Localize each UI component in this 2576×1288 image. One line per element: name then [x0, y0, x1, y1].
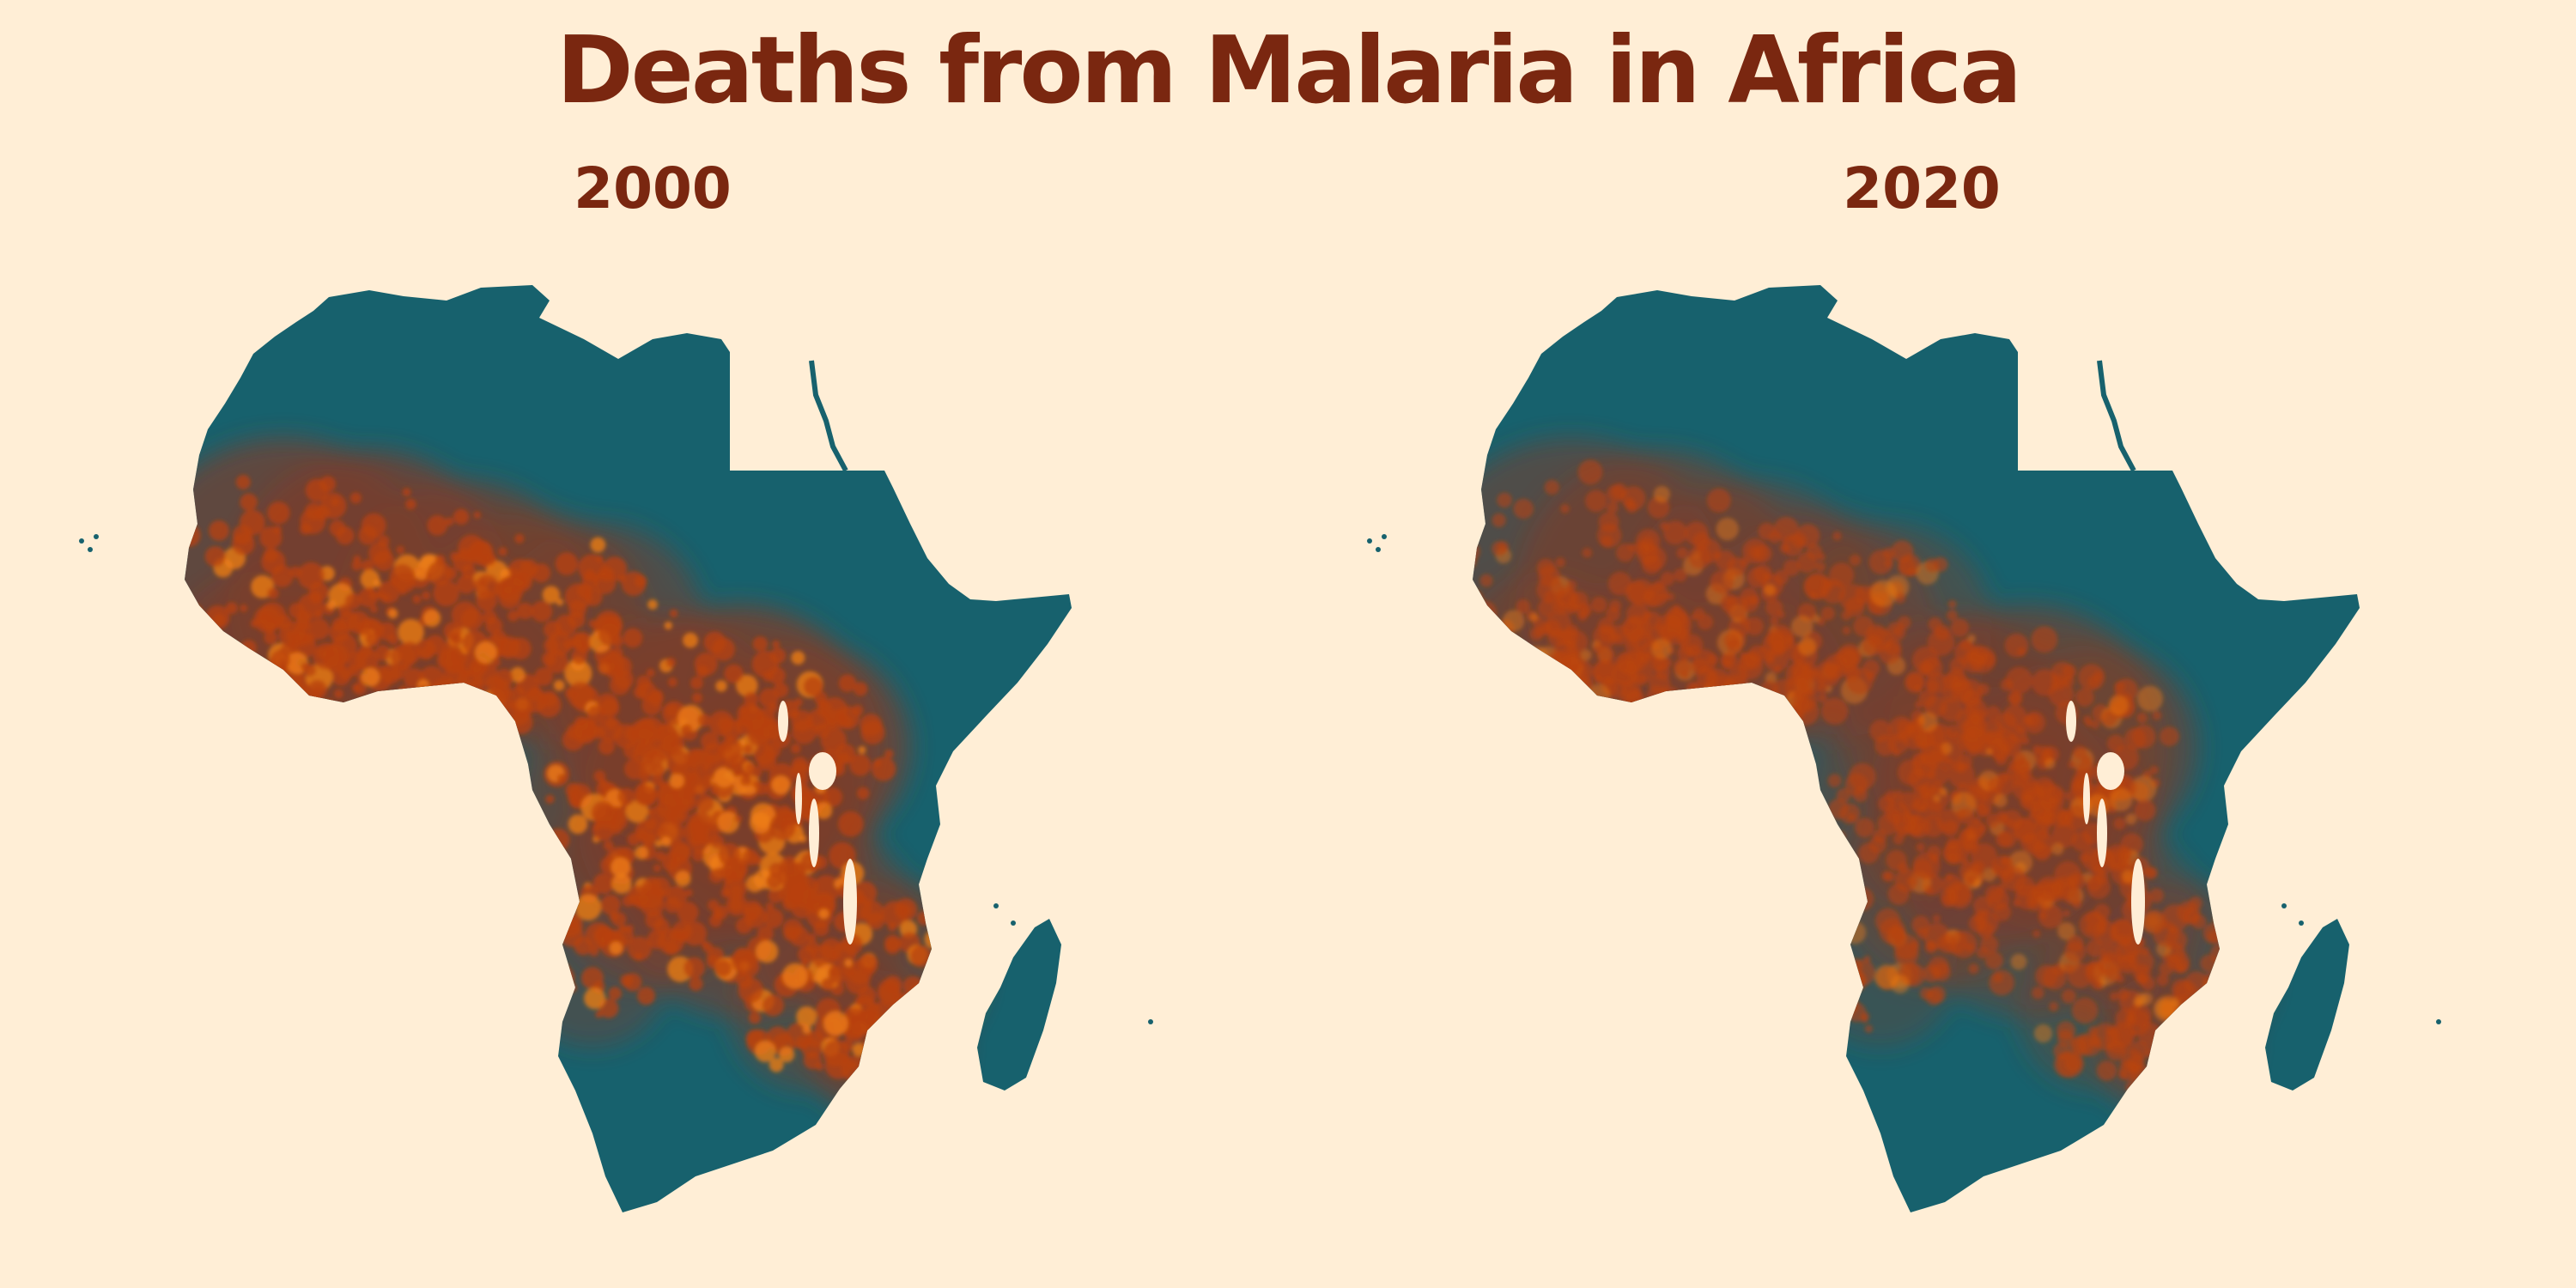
- island: [94, 534, 99, 539]
- madagascar: [977, 919, 1061, 1091]
- island: [2436, 1019, 2441, 1024]
- main-title: Deaths from Malaria in Africa: [556, 17, 2022, 125]
- island: [1011, 920, 1016, 926]
- island: [2281, 903, 2287, 908]
- island: [993, 903, 999, 908]
- island: [1376, 547, 1381, 552]
- island: [1367, 538, 1372, 544]
- nile-river: [2097, 360, 2136, 472]
- panel-title-2020: 2020: [1843, 155, 2001, 222]
- africa-map-2000: [79, 285, 1153, 1212]
- island: [2299, 920, 2304, 926]
- no-data-region: [2018, 348, 2172, 471]
- map-panel-2000: 2000: [0, 146, 1288, 1288]
- no-data-region: [730, 348, 884, 471]
- island: [1148, 1019, 1153, 1024]
- island: [1382, 534, 1387, 539]
- island: [79, 538, 84, 544]
- map-panel-2020: 2020: [1288, 146, 2576, 1288]
- madagascar: [2265, 919, 2349, 1091]
- nile-river: [809, 360, 848, 472]
- africa-map-2020: [1367, 285, 2441, 1212]
- panel-title-2000: 2000: [574, 155, 732, 222]
- island: [88, 547, 93, 552]
